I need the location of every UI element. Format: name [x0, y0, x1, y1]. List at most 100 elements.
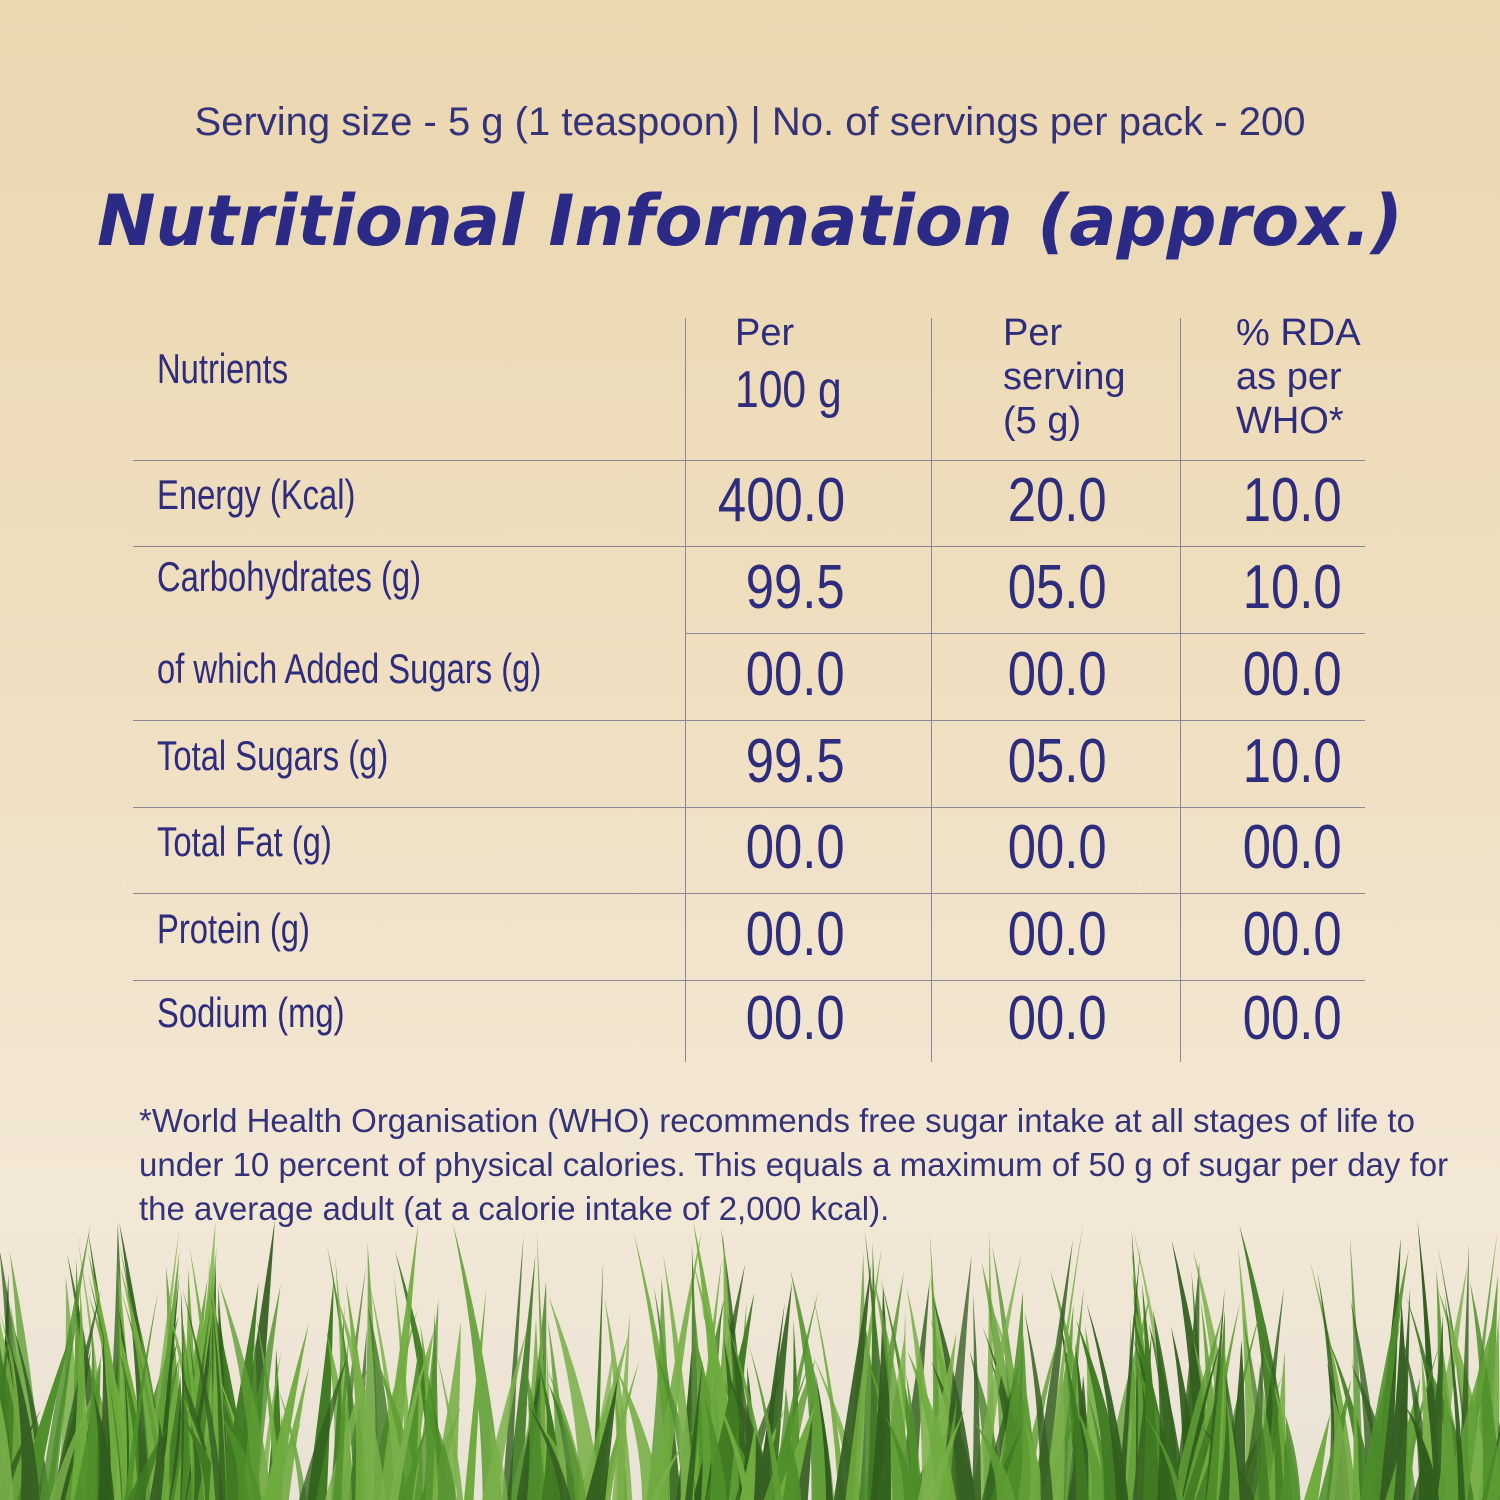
column-divider	[685, 318, 686, 1062]
grass-blade	[161, 1402, 170, 1500]
grass-blade	[905, 1372, 922, 1500]
nutrient-value: 00.0	[1243, 813, 1342, 882]
grass-blade	[1063, 1344, 1089, 1500]
nutrient-value: 00.0	[1008, 899, 1107, 969]
grass-blade	[884, 1413, 917, 1500]
grass-blade	[0, 1399, 14, 1500]
grass-blade	[1393, 1287, 1411, 1500]
grass-blade	[1075, 1405, 1108, 1500]
grass-blade	[369, 1344, 421, 1500]
grass-blade	[1486, 1434, 1500, 1500]
nutrient-value: 00.0	[746, 899, 845, 969]
header-cell: 100 g	[735, 361, 842, 419]
grass-blade	[506, 1254, 536, 1500]
footnote-line: under 10 percent of physical calories. T…	[139, 1146, 1449, 1183]
nutrient-label: Total Fat (g)	[157, 818, 332, 865]
grass-blade	[1143, 1411, 1184, 1500]
grass-blade	[182, 1287, 224, 1500]
grass-blade	[257, 1348, 282, 1500]
grass-blade	[1142, 1283, 1159, 1500]
grass-blade	[1411, 1415, 1440, 1500]
grass-blade	[526, 1401, 571, 1500]
header-cell: % RDA	[1236, 312, 1361, 354]
grass-blade	[1385, 1378, 1421, 1500]
grass-blade	[867, 1242, 879, 1500]
row-divider	[133, 460, 1365, 461]
grass-blade	[336, 1294, 387, 1500]
grass-blade	[263, 1323, 309, 1500]
nutrient-value: 05.0	[1008, 552, 1107, 622]
header-cell: WHO*	[1236, 400, 1344, 442]
grass-blade	[11, 1347, 40, 1500]
grass-blade	[524, 1363, 546, 1500]
grass-field	[0, 1220, 1500, 1500]
row-divider	[133, 893, 1365, 894]
row-divider	[685, 633, 1365, 634]
grass-blade	[932, 1296, 975, 1500]
grass-blade	[1264, 1319, 1285, 1500]
grass-blade	[1152, 1309, 1180, 1500]
column-divider	[1180, 318, 1181, 1062]
grass-blade	[1444, 1293, 1466, 1500]
grass-blade	[1372, 1237, 1401, 1500]
nutrient-value: 10.0	[1243, 552, 1342, 622]
grass-blade	[1205, 1288, 1225, 1500]
nutrient-value: 00.0	[1243, 899, 1342, 969]
grass-blade	[219, 1412, 262, 1500]
grass-blade	[88, 1294, 139, 1500]
grass-blade	[774, 1401, 816, 1500]
row-divider	[133, 546, 1365, 547]
serving-info: Serving size - 5 g (1 teaspoon) | No. of…	[194, 100, 1306, 144]
grass-blade	[502, 1235, 524, 1500]
nutrient-value: 00.0	[746, 639, 845, 709]
grass-blade	[685, 1359, 704, 1500]
nutrient-value: 20.0	[1008, 466, 1107, 535]
grass-blade	[420, 1388, 457, 1500]
grass-blade	[704, 1397, 727, 1500]
nutrient-value: 00.0	[1008, 984, 1107, 1053]
grass-blade	[70, 1286, 87, 1500]
row-divider	[133, 720, 1365, 721]
nutrient-value: 00.0	[1008, 813, 1107, 882]
grass-blade	[93, 1391, 115, 1500]
grass-blade	[833, 1264, 872, 1500]
grass-blade	[1181, 1331, 1224, 1500]
grass-blade	[52, 1289, 101, 1500]
grass-blade	[1359, 1249, 1409, 1500]
grass-blade	[379, 1222, 419, 1500]
grass-blade	[1076, 1319, 1125, 1500]
footnote-line: the average adult (at a calorie intake o…	[139, 1190, 890, 1227]
grass-blade	[739, 1420, 756, 1500]
grass-blade	[705, 1375, 752, 1500]
grass-blade	[1024, 1419, 1045, 1500]
nutrient-value: 400.0	[717, 466, 845, 535]
grass-blade	[1024, 1311, 1053, 1500]
grass-blade	[1225, 1395, 1240, 1500]
grass-blade	[1303, 1412, 1331, 1500]
grass-blade	[431, 1322, 461, 1500]
grass-blade	[324, 1364, 369, 1500]
grass-blade	[1182, 1353, 1224, 1500]
header-cell: Per	[735, 312, 795, 354]
row-divider	[133, 980, 1365, 981]
grass-blade	[212, 1302, 227, 1500]
grass-blade	[39, 1225, 91, 1500]
header-cell: serving	[1003, 356, 1126, 398]
grass-blade	[792, 1393, 814, 1500]
grass-blade	[1279, 1414, 1301, 1500]
grass-blade	[1469, 1281, 1500, 1500]
grass-blade	[591, 1260, 604, 1500]
nutrient-value: 00.0	[1008, 639, 1107, 709]
header-cell: as per	[1236, 356, 1342, 398]
column-divider	[931, 318, 932, 1062]
grass-blade	[275, 1365, 310, 1500]
header-cell: (5 g)	[1003, 400, 1082, 442]
grass-blade	[487, 1416, 508, 1500]
grass-blade	[332, 1333, 349, 1500]
nutrient-value: 05.0	[1008, 726, 1107, 796]
grass-blade	[612, 1312, 630, 1500]
nutrient-value: 99.5	[746, 552, 845, 622]
grass-blade	[546, 1367, 587, 1500]
header-cell: Nutrients	[157, 345, 289, 392]
